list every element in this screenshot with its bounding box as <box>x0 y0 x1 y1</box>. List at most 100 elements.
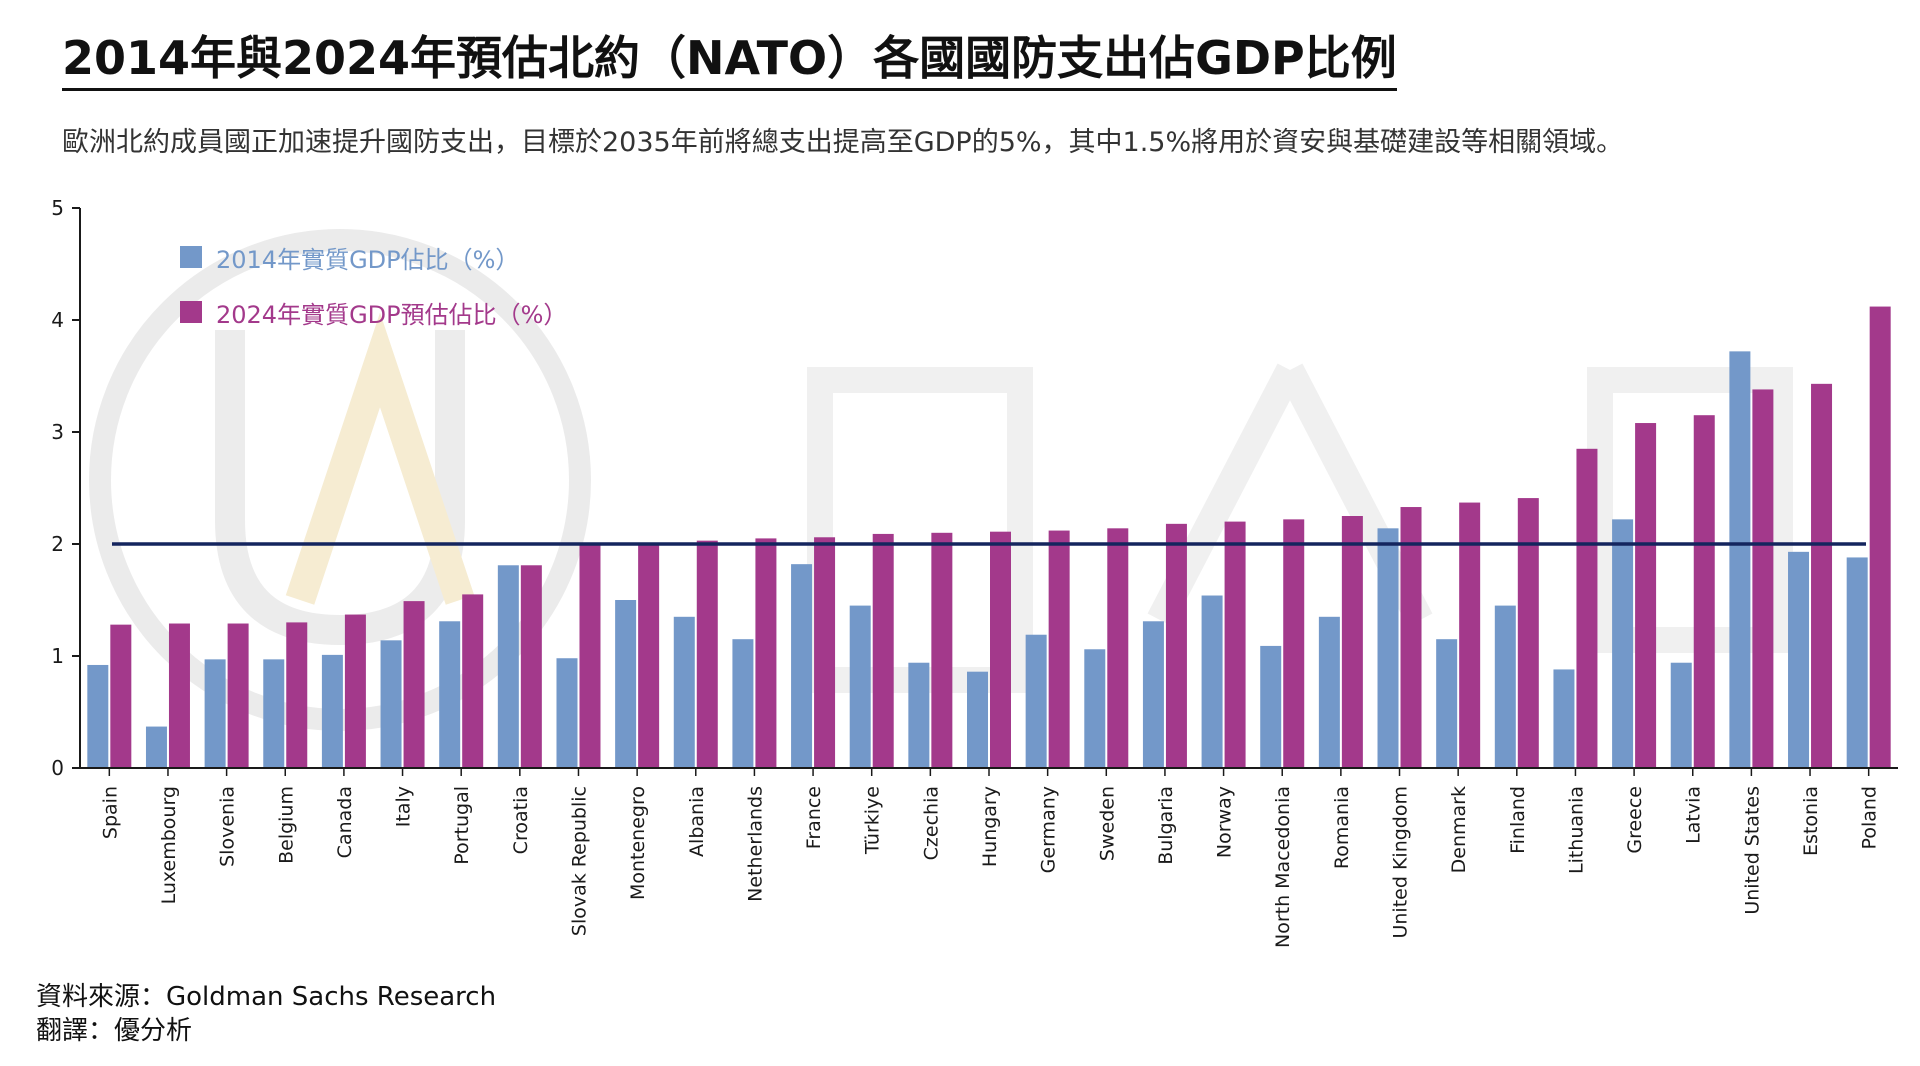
bar-2014 <box>615 600 637 768</box>
bar-2014 <box>1201 595 1223 768</box>
bar-2014 <box>1788 551 1810 768</box>
bar-2014 <box>849 605 871 768</box>
bar-2014 <box>1553 669 1575 768</box>
y-axis: 0 1 2 3 4 5 <box>51 196 81 780</box>
x-tick-label: Lithuania <box>1565 786 1587 874</box>
bar-2024 <box>1459 502 1481 768</box>
bar-2014 <box>439 621 461 768</box>
legend-label-2024: 2024年實質GDP預估佔比（%） <box>216 300 568 329</box>
bar-2024 <box>168 623 190 768</box>
chart-title: 2014年與2024年預估北約（NATO）各國國防支出佔GDP比例 <box>62 30 1397 91</box>
x-tick-label: Poland <box>1859 786 1881 849</box>
bar-2014 <box>1729 351 1751 768</box>
x-tick-label: Latvia <box>1683 786 1705 844</box>
bar-2014 <box>1612 519 1634 768</box>
x-tick-label: Bulgaria <box>1155 786 1177 865</box>
bar-2024 <box>1224 521 1246 768</box>
bar-2024 <box>110 624 132 768</box>
x-tick-label: Portugal <box>451 786 473 865</box>
y-tick-label: 3 <box>51 420 64 444</box>
chart-subtitle: 歐洲北約成員國正加速提升國防支出，目標於2035年前將總支出提高至GDP的5%，… <box>62 127 1624 158</box>
legend-swatch-2024 <box>180 301 202 323</box>
legend-label-2014: 2014年實質GDP佔比（%） <box>216 245 520 274</box>
bar-2014 <box>321 654 343 768</box>
bar-2024 <box>1165 523 1187 768</box>
bar-2014 <box>1142 621 1164 768</box>
legend-item-2014: 2014年實質GDP佔比（%） <box>180 238 567 276</box>
bar-2014 <box>145 726 167 768</box>
bar-2024 <box>1635 423 1657 768</box>
legend-item-2024: 2024年實質GDP預估佔比（%） <box>180 293 567 331</box>
y-tick-label: 5 <box>51 196 64 220</box>
x-tick-label: Croatia <box>510 786 532 854</box>
bar-2024 <box>462 594 484 768</box>
x-tick-label: Hungary <box>979 786 1001 867</box>
bar-2024 <box>579 544 601 768</box>
x-tick-label: Finland <box>1507 786 1529 854</box>
bar-2024 <box>1811 383 1833 768</box>
y-tick-label: 2 <box>51 532 64 556</box>
source-note: 資料來源：Goldman Sachs Research 翻譯：優分析 <box>36 980 496 1048</box>
bar-2024 <box>1400 507 1422 768</box>
bar-chart: 0 1 2 3 4 5 Spain Luxembourg Slovenia Belgium Can… <box>51 196 1898 948</box>
bar-2014 <box>1084 649 1106 768</box>
bar-2014 <box>1260 645 1282 768</box>
x-tick-label: Greece <box>1624 786 1646 854</box>
bar-2024 <box>227 623 249 768</box>
bar-2024 <box>990 531 1011 768</box>
bar-2014 <box>1377 528 1399 768</box>
bar-2014 <box>497 565 519 768</box>
x-tick-label: Türkiye <box>862 786 884 855</box>
x-tick-label: Denmark <box>1448 786 1470 873</box>
x-tick-label: Albania <box>686 786 708 857</box>
bar-2014 <box>380 640 402 768</box>
x-tick-label: Belgium <box>275 786 297 864</box>
bar-2014 <box>791 564 813 768</box>
bar-2014 <box>908 662 930 768</box>
bar-2014 <box>732 639 754 768</box>
bar-2024 <box>403 601 425 768</box>
x-tick-label: Sweden <box>1096 786 1118 861</box>
x-tick-label: United States <box>1741 786 1763 915</box>
bar-2014 <box>263 659 285 768</box>
x-tick-label: North Macedonia <box>1272 786 1294 948</box>
bar-2024 <box>872 533 894 768</box>
x-tick-label: Estonia <box>1800 786 1822 856</box>
bar-2024 <box>344 614 366 768</box>
y-tick-label: 4 <box>51 308 64 332</box>
bar-2024 <box>1869 306 1891 768</box>
bar-2024 <box>286 622 308 768</box>
bar-2014 <box>1846 557 1868 768</box>
x-tick-label: Montenegro <box>627 786 649 900</box>
x-axis: Spain Luxembourg Slovenia Belgium Canada Ital… <box>80 767 1898 948</box>
bar-2024 <box>1693 415 1715 768</box>
x-tick-label: Slovak Republic <box>568 786 590 936</box>
legend-swatch-2014 <box>180 246 202 268</box>
x-tick-label: Canada <box>334 786 356 858</box>
bar-2014 <box>204 659 226 768</box>
x-tick-label: Czechia <box>920 786 942 860</box>
legend: 2014年實質GDP佔比（%） 2024年實質GDP預估佔比（%） <box>180 238 567 348</box>
x-tick-label: Norway <box>1214 786 1236 858</box>
bar-2024 <box>931 532 953 768</box>
bar-2024 <box>696 540 718 768</box>
bar-2024 <box>814 537 836 768</box>
x-tick-label: Romania <box>1331 786 1353 869</box>
bar-2024 <box>1341 516 1363 768</box>
bar-2024 <box>1048 530 1070 768</box>
bar-2014 <box>556 658 578 768</box>
translation-line: 翻譯：優分析 <box>36 1016 193 1046</box>
y-tick-label: 1 <box>51 644 64 668</box>
bar-2024 <box>1752 389 1774 768</box>
x-tick-label: France <box>803 786 825 849</box>
bar-2014 <box>1025 634 1047 768</box>
bar-2024 <box>755 538 777 768</box>
bar-2024 <box>1283 519 1305 768</box>
x-tick-label: Germany <box>1038 786 1060 873</box>
bar-2014 <box>1670 662 1692 768</box>
bars <box>87 306 1891 768</box>
bar-2014 <box>1494 605 1516 768</box>
bar-2014 <box>1436 639 1458 768</box>
bar-2024 <box>520 565 542 768</box>
source-line: 資料來源：Goldman Sachs Research <box>36 982 497 1012</box>
